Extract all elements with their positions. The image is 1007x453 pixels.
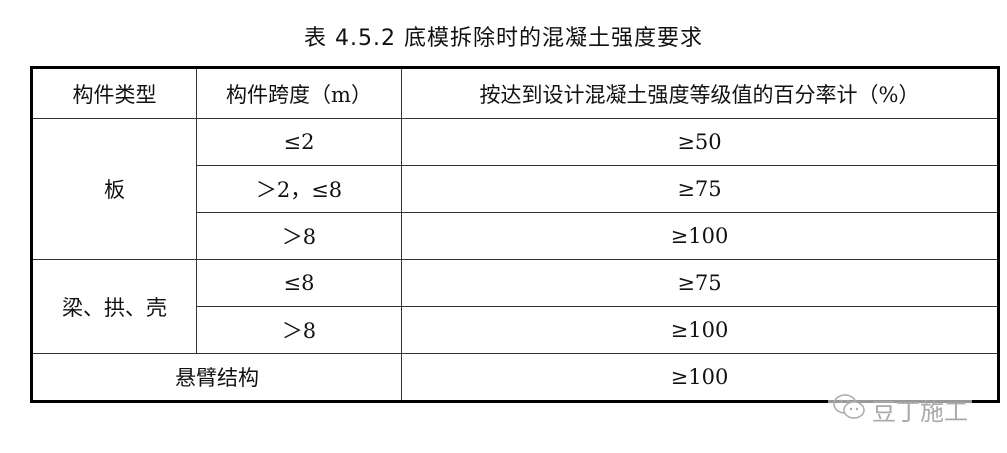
member-type-cell: 悬臂结构: [31, 353, 402, 402]
member-type-cell: 板: [31, 118, 197, 260]
watermark-text: 豆丁施工: [872, 398, 968, 426]
table-title: 表 4.5.2 底模拆除时的混凝土强度要求: [304, 26, 703, 51]
table-row: ＞2，≤8 ≥75: [32, 165, 999, 213]
concrete-strength-table: 构件类型 构件跨度（m） 按达到设计混凝土强度等级值的百分率计（%） 板 ≤2 …: [30, 66, 1000, 403]
wechat-icon: [832, 393, 866, 427]
table-row: ＞8 ≥100: [32, 306, 999, 354]
span-cell: ＞2，≤8: [196, 165, 402, 213]
percent-cell: ≥50: [401, 118, 999, 166]
span-cell: ＞8: [196, 212, 402, 260]
header-percent: 按达到设计混凝土强度等级值的百分率计（%）: [401, 67, 999, 119]
span-cell: ≤8: [196, 259, 402, 307]
span-cell: ＞8: [196, 306, 402, 354]
percent-cell: ≥75: [401, 259, 999, 307]
percent-cell: ≥75: [401, 165, 999, 213]
header-member-type: 构件类型: [31, 67, 197, 119]
watermark: 豆丁施工: [828, 392, 972, 427]
percent-cell: ≥100: [401, 212, 999, 260]
header-row: 构件类型 构件跨度（m） 按达到设计混凝土强度等级值的百分率计（%）: [31, 67, 999, 119]
table-row: 梁、拱、壳 ≤8 ≥75: [31, 259, 999, 354]
member-type-cell: 梁、拱、壳: [31, 259, 197, 354]
percent-cell: ≥100: [401, 306, 999, 354]
header-span: 构件跨度（m）: [196, 67, 402, 119]
table-row: 板 ≤2 ≥50: [31, 118, 999, 260]
span-cell: ≤2: [196, 118, 402, 166]
